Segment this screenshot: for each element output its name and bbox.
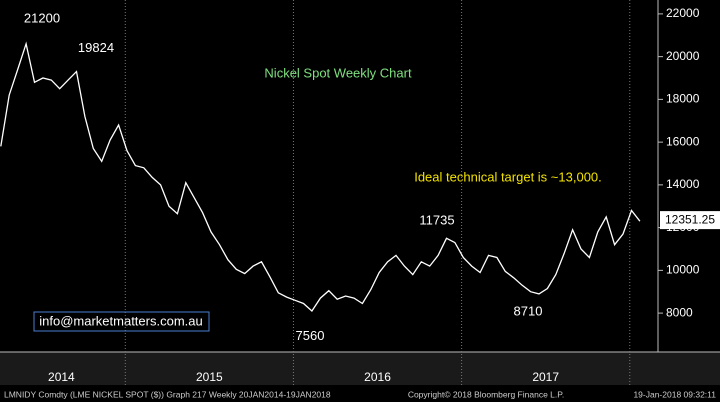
point-label: 19824 bbox=[78, 40, 114, 55]
last-price: 12351.25 bbox=[665, 212, 715, 226]
point-label: 8710 bbox=[514, 303, 543, 318]
footer-right: 19-Jan-2018 09:32:11 bbox=[633, 389, 716, 399]
y-tick-label: 16000 bbox=[666, 134, 700, 148]
x-axis-strip bbox=[0, 352, 720, 385]
y-tick-label: 22000 bbox=[666, 6, 700, 20]
x-tick-label: 2016 bbox=[364, 370, 391, 384]
y-tick-label: 10000 bbox=[666, 263, 700, 277]
watermark-box bbox=[33, 311, 210, 332]
x-tick-label: 2015 bbox=[196, 370, 223, 384]
y-tick-label: 20000 bbox=[666, 49, 700, 63]
x-tick-label: 2017 bbox=[532, 370, 559, 384]
last-price-box bbox=[660, 211, 720, 230]
point-label: 11735 bbox=[419, 213, 454, 228]
footer-mid: Copyright© 2018 Bloomberg Finance L.P. bbox=[408, 389, 564, 399]
chart-title: Nickel Spot Weekly Chart bbox=[264, 65, 412, 80]
y-tick-label: 14000 bbox=[666, 177, 700, 191]
point-label: 21200 bbox=[24, 10, 60, 25]
point-label: 7560 bbox=[296, 328, 325, 343]
watermark: info@marketmatters.com.au bbox=[39, 313, 202, 328]
x-tick-label: 2014 bbox=[48, 370, 75, 384]
price-line bbox=[0, 41, 641, 312]
annotation: Ideal technical target is ~13,000. bbox=[414, 169, 602, 184]
footer-left: LMNIDY Comdty (LME NICKEL SPOT ($)) Grap… bbox=[4, 389, 331, 399]
y-tick-label: 18000 bbox=[666, 92, 700, 106]
y-tick-label: 8000 bbox=[666, 305, 693, 319]
